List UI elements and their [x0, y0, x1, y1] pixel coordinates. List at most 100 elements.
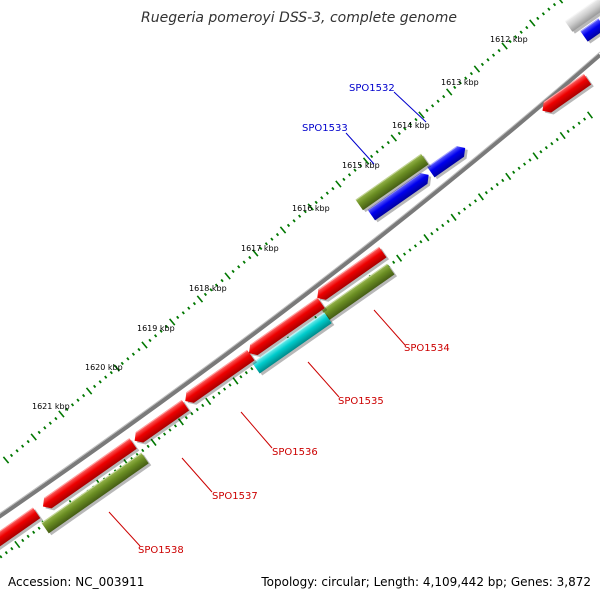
genome-summary-text: Topology: circular; Length: 4,109,442 bp… [260, 575, 591, 589]
minor-tick [392, 260, 396, 264]
gene-feature-highlight [427, 146, 458, 168]
gene-feature-highlight [367, 173, 421, 211]
minor-tick [26, 534, 30, 539]
gene-feature-body [355, 153, 429, 211]
gene-feature-body [252, 312, 332, 374]
gene-feature[interactable] [355, 153, 432, 213]
gene-feature-highlight [186, 349, 248, 394]
major-tick [252, 249, 259, 257]
gene-feature[interactable] [580, 18, 600, 44]
gene-feature[interactable] [245, 297, 328, 361]
gene-feature[interactable] [321, 263, 398, 323]
minor-tick [572, 125, 576, 129]
minor-tick [490, 186, 494, 191]
minor-tick [98, 380, 102, 384]
kbp-label: 1615 kbp [342, 161, 380, 170]
kbp-label: 1617 kbp [241, 244, 279, 253]
gene-label-forward[interactable]: SPO1532 [349, 83, 395, 94]
minor-tick [176, 315, 180, 320]
gene-label-reverse[interactable]: SPO1538 [138, 545, 184, 556]
minor-tick [181, 311, 185, 315]
minor-tick [0, 555, 3, 559]
minor-tick [544, 146, 548, 150]
gene-feature[interactable] [539, 73, 594, 118]
major-tick [205, 397, 212, 406]
minor-tick [577, 121, 581, 125]
gene-feature[interactable] [564, 0, 600, 34]
gene-features [0, 0, 600, 555]
minor-tick [539, 150, 543, 154]
accession-text: Accession: NC_003911 [8, 575, 144, 589]
major-tick [396, 254, 403, 262]
gene-label-reverse[interactable]: SPO1537 [212, 491, 258, 502]
kbp-label: 1616 kbp [292, 204, 330, 213]
minor-tick [473, 199, 478, 203]
callout-line [393, 91, 427, 123]
callout-line [240, 411, 273, 449]
gene-feature[interactable] [427, 142, 471, 180]
callout-line [108, 511, 141, 547]
gene-label-forward[interactable]: SPO1533 [302, 123, 348, 134]
minor-tick [425, 108, 429, 113]
gene-feature[interactable] [0, 507, 43, 555]
gene-feature[interactable] [367, 169, 435, 223]
minor-tick [275, 232, 280, 237]
major-tick [559, 131, 566, 140]
gene-feature[interactable] [314, 246, 390, 306]
gene-label-reverse[interactable]: SPO1536 [272, 447, 318, 458]
gene-feature-body [427, 146, 466, 178]
gene-feature[interactable] [182, 349, 258, 409]
minor-tick [209, 288, 213, 292]
minor-tick [552, 2, 557, 7]
gene-feature-body [367, 173, 429, 221]
minor-tick [446, 219, 450, 224]
minor-tick [555, 137, 559, 142]
callout-line [307, 361, 340, 398]
minor-tick [70, 403, 75, 407]
minor-tick [148, 338, 152, 343]
gene-feature-body [185, 349, 255, 403]
gene-feature-highlight [321, 263, 388, 311]
minor-tick [484, 191, 488, 195]
major-tick [450, 213, 457, 221]
gene-feature[interactable] [252, 312, 335, 376]
minor-tick [464, 76, 468, 80]
minor-tick [347, 173, 352, 177]
major-tick [532, 152, 539, 160]
minor-tick [325, 191, 329, 195]
gene-label-reverse[interactable]: SPO1534 [404, 343, 450, 354]
gene-feature[interactable] [39, 438, 140, 515]
gene-feature-highlight [318, 246, 380, 291]
minor-tick [320, 196, 324, 200]
minor-tick [21, 538, 25, 543]
major-tick [362, 157, 370, 165]
minor-tick [141, 448, 145, 453]
minor-tick [402, 252, 407, 256]
minor-tick [146, 444, 150, 449]
major-tick [150, 438, 157, 446]
minor-tick [566, 129, 570, 134]
minor-tick [528, 158, 532, 162]
minor-tick [104, 375, 108, 379]
minor-tick [298, 214, 302, 218]
minor-tick [331, 186, 335, 191]
gene-feature[interactable] [41, 452, 152, 536]
minor-tick [435, 227, 439, 232]
major-tick [224, 272, 231, 280]
gene-label-reverse[interactable]: SPO1535 [338, 396, 384, 407]
major-tick [529, 19, 536, 27]
gene-feature-body [134, 399, 190, 443]
minor-tick [480, 62, 484, 67]
minor-tick [286, 223, 291, 228]
gene-feature-body [0, 507, 41, 550]
minor-tick [32, 530, 36, 534]
gene-feature-highlight [44, 438, 130, 499]
gene-feature[interactable] [131, 399, 192, 448]
minor-tick [9, 453, 14, 458]
gene-feature-highlight [0, 507, 34, 540]
gene-feature-highlight [135, 399, 183, 433]
minor-tick [126, 357, 130, 361]
minor-tick [203, 292, 207, 297]
minor-tick [195, 407, 199, 412]
minor-tick [381, 145, 385, 149]
